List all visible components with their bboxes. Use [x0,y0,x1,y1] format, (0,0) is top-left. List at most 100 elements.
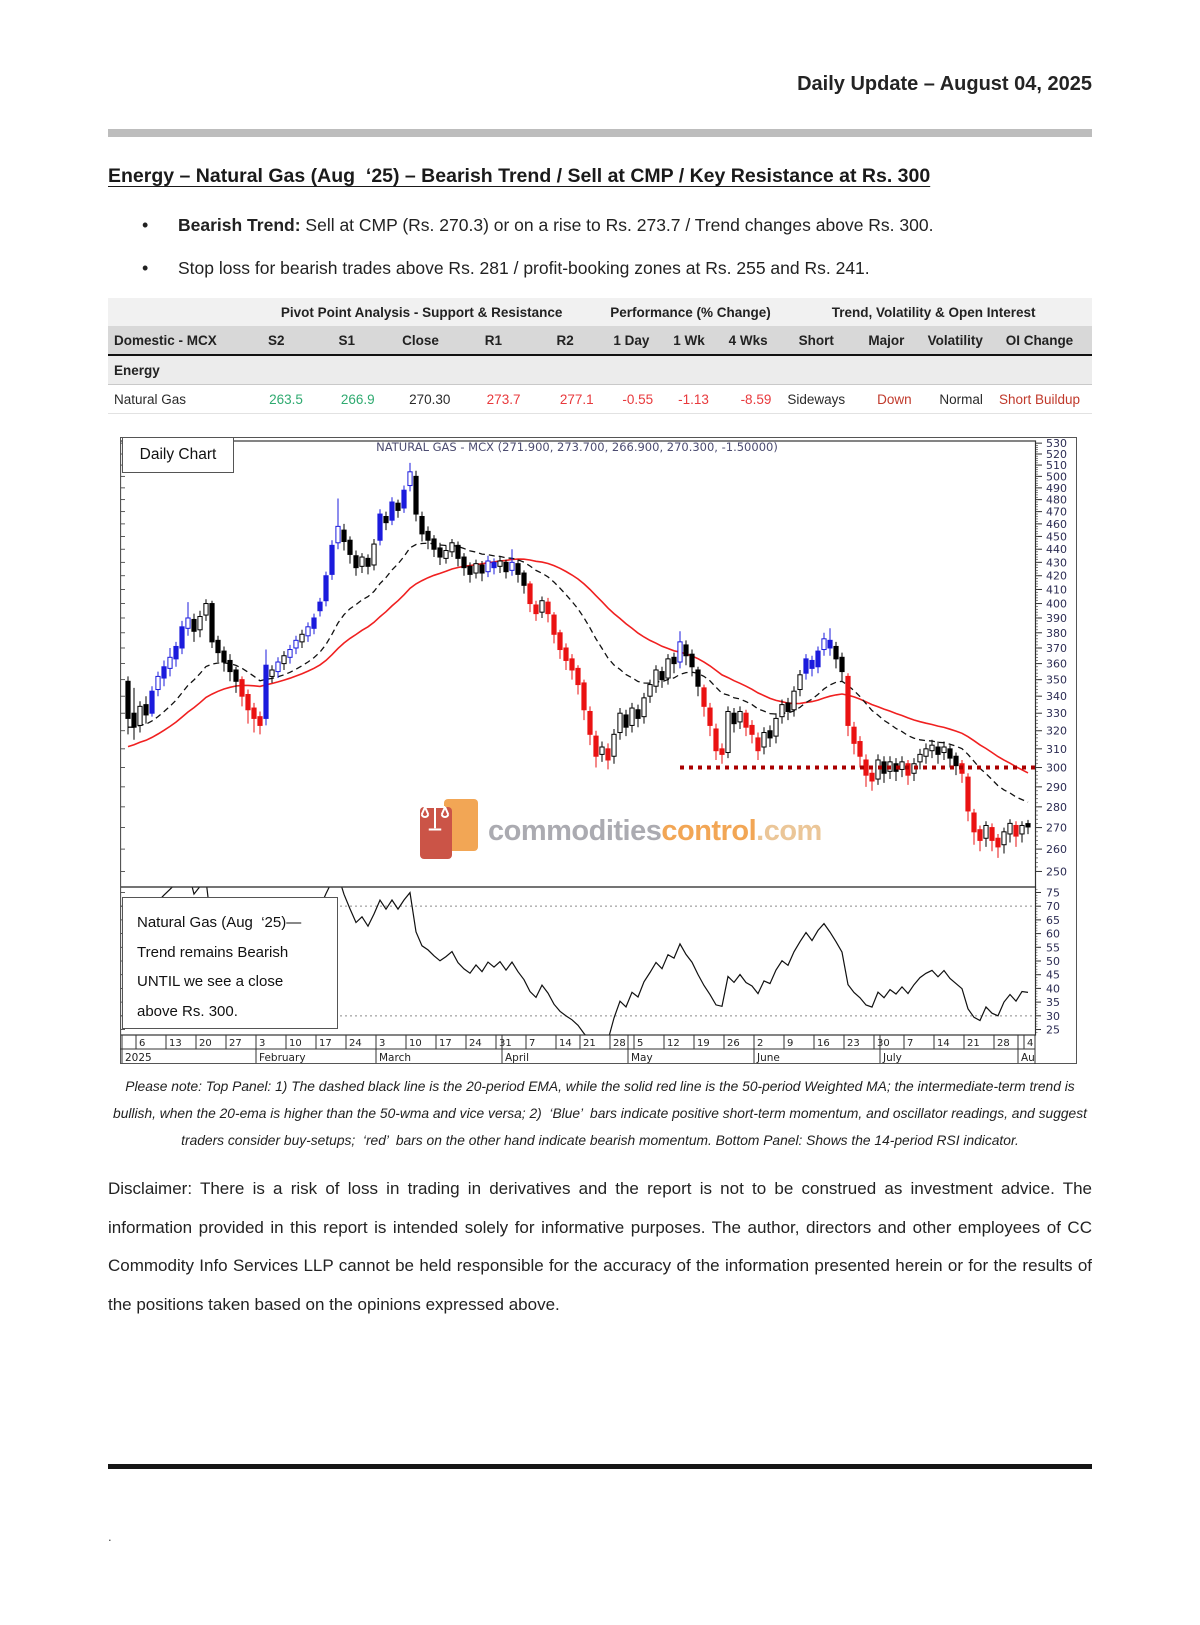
svg-text:480: 480 [1046,494,1067,507]
svg-text:60: 60 [1046,928,1060,941]
svg-text:40: 40 [1046,982,1060,995]
disclaimer-text: Disclaimer: There is a risk of loss in t… [108,1179,1092,1314]
column-header-cell: 1 Day [613,332,650,348]
svg-text:3: 3 [259,1038,265,1049]
table-cell: Sideways [787,391,846,407]
daily-chart-label: Daily Chart [122,437,234,473]
svg-text:520: 520 [1046,448,1067,461]
column-header-cell: 4 Wks [728,332,768,348]
svg-text:14: 14 [937,1038,950,1049]
annotation-line: above Rs. 300. [137,1002,238,1020]
column-header-cell: OI Change [1005,332,1074,348]
bullet-text: Sell at CMP (Rs. 270.3) or on a rise to … [300,215,934,235]
section-title: Energy – Natural Gas (Aug ‘25) – Bearish… [108,165,931,187]
svg-text:10: 10 [289,1038,302,1049]
annotation-line: UNTIL we see a close [137,973,284,990]
svg-text:460: 460 [1046,518,1067,531]
column-header-cell: 1 Wk [673,332,705,348]
column-header-cell: S2 [268,332,285,348]
trailing-period: . [108,1529,112,1544]
group-header-cell: Performance (% Change) [610,304,771,320]
svg-text:390: 390 [1046,612,1067,625]
svg-text:25: 25 [1046,1024,1060,1037]
svg-text:26: 26 [727,1038,740,1049]
svg-text:50: 50 [1046,955,1060,968]
svg-text:24: 24 [469,1038,482,1049]
svg-text:340: 340 [1046,690,1067,703]
svg-text:35: 35 [1046,996,1060,1009]
watermark: commoditiescontrol.com [420,799,822,863]
svg-text:400: 400 [1046,598,1067,611]
svg-text:19: 19 [697,1038,710,1049]
chart-panel: commoditiescontrol.com NATURAL GAS - MCX… [120,437,1077,1064]
svg-text:75: 75 [1046,886,1060,899]
pivot-table: Pivot Point Analysis - Support & Resista… [108,298,1092,414]
svg-text:28: 28 [613,1038,626,1049]
svg-text:290: 290 [1046,781,1067,794]
svg-text:10: 10 [409,1038,422,1049]
svg-text:2025: 2025 [125,1052,152,1064]
svg-text:45: 45 [1046,969,1060,982]
column-header-cell: R1 [484,332,503,348]
svg-text:530: 530 [1046,437,1067,450]
svg-text:2: 2 [757,1038,763,1049]
svg-text:280: 280 [1046,801,1067,814]
column-header-cell: Domestic - MCX [114,332,217,348]
svg-text:13: 13 [169,1038,182,1049]
svg-text:17: 17 [319,1038,332,1049]
watermark-part-orange: control [661,814,757,847]
svg-text:300: 300 [1046,762,1067,775]
table-cell: -8.59 [740,391,772,407]
table-cell: 277.1 [559,391,594,407]
svg-text:5: 5 [637,1038,643,1049]
svg-text:470: 470 [1046,506,1067,519]
bullet-lead: Bearish Trend: [178,215,301,235]
svg-text:7: 7 [907,1038,913,1049]
svg-text:Au: Au [1021,1052,1035,1064]
svg-text:30: 30 [1046,1010,1060,1023]
svg-text:510: 510 [1046,459,1067,472]
svg-text:370: 370 [1046,642,1067,655]
svg-text:55: 55 [1046,941,1060,954]
table-cell: Down [877,391,912,407]
bottom-rule [108,1464,1092,1469]
svg-text:490: 490 [1046,482,1067,495]
svg-text:410: 410 [1046,583,1067,596]
svg-text:NATURAL GAS - MCX (271.900, 27: NATURAL GAS - MCX (271.900, 273.700, 266… [376,440,778,454]
table-cell: 266.9 [340,391,375,407]
svg-text:21: 21 [583,1038,596,1049]
header-divider [108,129,1092,137]
svg-text:April: April [505,1052,529,1064]
svg-text:14: 14 [559,1038,572,1049]
bullet-item: Bearish Trend: Sell at CMP (Rs. 270.3) o… [108,212,1092,238]
table-cell: Short Buildup [998,391,1080,407]
watermark-logo-icon [420,799,480,863]
bullet-item: Stop loss for bearish trades above Rs. 2… [108,255,1092,281]
chart-svg: NATURAL GAS - MCX (271.900, 273.700, 266… [120,437,1077,1064]
svg-text:430: 430 [1046,556,1067,569]
svg-text:28: 28 [997,1038,1010,1049]
svg-text:21: 21 [967,1038,980,1049]
table-cell: 263.5 [269,391,303,407]
group-header-row: Pivot Point Analysis - Support & Resista… [108,298,1092,326]
svg-text:310: 310 [1046,743,1067,756]
column-header-cell: Major [868,332,905,348]
svg-text:March: March [379,1052,411,1064]
scales-icon [420,800,450,831]
section-row-energy: Energy [108,355,1092,385]
svg-text:7: 7 [529,1038,535,1049]
svg-text:3: 3 [379,1038,385,1049]
svg-text:July: July [882,1052,902,1064]
svg-text:380: 380 [1046,627,1067,640]
group-header-cell: Pivot Point Analysis - Support & Resista… [280,304,563,320]
table-cell: -1.13 [678,391,709,407]
svg-text:440: 440 [1046,543,1067,556]
svg-text:June: June [756,1052,780,1064]
column-header-cell: R2 [556,332,574,348]
svg-text:350: 350 [1046,674,1067,687]
svg-text:24: 24 [349,1038,362,1049]
note-text: Please note: Top Panel: 1) The dashed bl… [113,1079,1087,1148]
svg-text:65: 65 [1046,914,1060,927]
group-header-cell [108,298,246,326]
watermark-part-com: .com [756,814,822,847]
